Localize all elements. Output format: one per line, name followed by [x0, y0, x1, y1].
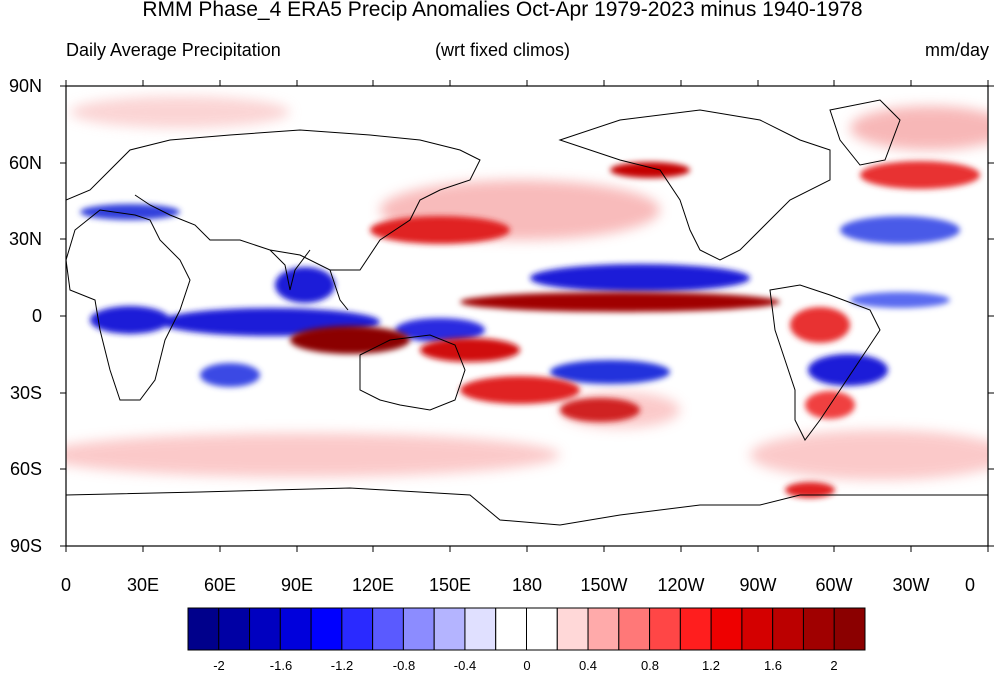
india-coast: [269, 249, 311, 291]
north-atlantic-red: [860, 161, 980, 189]
colorbar-swatch: [587, 607, 620, 651]
colorbar-swatch: [649, 607, 681, 651]
colorbar-swatch: [710, 607, 743, 651]
colorbar-label: 0: [523, 658, 531, 673]
colorbar-label: 2: [830, 658, 838, 673]
colorbar-swatch: [679, 607, 712, 651]
colorbar-swatch: [218, 607, 251, 651]
x-tick-label: 0: [60, 575, 71, 595]
colorbar-swatch: [433, 607, 466, 651]
maritime-continent-blue: [395, 318, 485, 342]
west-pacific-red: [420, 338, 520, 362]
colorbar-label: -2: [213, 658, 225, 673]
coastlines: [66, 99, 988, 526]
colorbar-swatch: [341, 607, 374, 651]
colorbar-swatch: [402, 607, 435, 651]
atlantic-blue-band: [840, 216, 960, 244]
left-label: Daily Average Precipitation: [66, 40, 281, 60]
arctic-pink-band-east: [850, 106, 988, 150]
south-indian-blue: [200, 363, 260, 387]
colorbar-label: 0.4: [578, 658, 598, 673]
east-pacific-blue-band: [530, 264, 750, 292]
north-atlantic-blue: [850, 292, 950, 308]
colorbar-swatch: [187, 607, 220, 651]
colorbar-swatch: [495, 607, 528, 651]
alaska-red: [610, 162, 690, 178]
colorbar-swatch: [249, 607, 281, 651]
colorbar-swatch: [618, 607, 651, 651]
y-tick-label: 90N: [8, 76, 42, 96]
colorbar-swatch: [772, 607, 804, 651]
bay-of-bengal-blue: [275, 267, 335, 303]
x-tick-label: 120W: [657, 575, 705, 595]
south-pacific-red: [460, 376, 580, 404]
center-label: (wrt fixed climos): [434, 40, 570, 60]
southeast-asia-coast: [329, 269, 349, 311]
africa-coast: [66, 209, 191, 401]
north-america-coast: [558, 109, 831, 261]
y-tick-label: 30N: [8, 229, 42, 249]
anomaly-field: [66, 86, 988, 546]
colorbar-swatch: [741, 607, 774, 651]
x-tick-label: 120E: [351, 575, 395, 595]
colorbar: [187, 607, 866, 651]
colorbar-label: -1.2: [330, 658, 354, 673]
drake-passage-red: [785, 482, 835, 498]
y-tick-label: 30S: [9, 383, 42, 403]
x-tick-label: 150W: [580, 575, 628, 595]
x-tick-label: 30E: [126, 575, 160, 595]
africa-blue: [90, 306, 170, 334]
x-tick-label: 90E: [280, 575, 314, 595]
colorbar-swatch: [310, 607, 343, 651]
europe-asia-coast: [66, 129, 481, 271]
central-pacific-red-band: [460, 292, 780, 312]
x-tick-label: 30W: [892, 575, 930, 595]
map-title: RMM Phase_4 ERA5 Precip Anomalies Oct-Ap…: [142, 0, 863, 21]
x-tick-label: 60E: [203, 575, 237, 595]
y-ticks: [60, 85, 994, 547]
colorbar-swatch: [833, 607, 866, 651]
colorbar-swatch: [802, 607, 835, 651]
colorbar-swatch: [464, 607, 497, 651]
arctic-pink-band: [70, 96, 290, 128]
amazon-red: [790, 307, 850, 343]
y-tick-label: 60S: [9, 459, 42, 479]
colorbar-label: 1.6: [763, 658, 783, 673]
indonesia-red-dark: [290, 326, 410, 354]
x-tick-label: 90W: [739, 575, 777, 595]
x-tick-label: 60W: [815, 575, 853, 595]
spcz-blue: [550, 360, 670, 384]
southeast-pacific-red: [560, 398, 640, 422]
antarctica-coast: [66, 487, 988, 526]
colorbar-label: -0.4: [453, 658, 477, 673]
colorbar-swatch: [372, 607, 404, 651]
southern-ocean-pink-band: [66, 433, 560, 477]
colorbar-swatch: [556, 607, 589, 651]
colorbar-label: 1.2: [701, 658, 721, 673]
south-america-coast: [769, 284, 881, 441]
x-tick-label: 0: [964, 575, 975, 595]
south-america-blue: [808, 354, 888, 386]
colorbar-swatch: [279, 607, 312, 651]
x-tick-label: 180: [511, 575, 543, 595]
colorbar-label: 0.8: [640, 658, 660, 673]
australia-coast: [359, 334, 466, 411]
colorbar-label: -1.6: [269, 658, 293, 673]
y-tick-label: 0: [31, 306, 42, 326]
x-tick-label: 150E: [428, 575, 472, 595]
y-tick-label: 90S: [9, 536, 42, 556]
southern-ocean-pink-band-east: [750, 430, 988, 480]
north-pacific-red: [370, 216, 510, 244]
colorbar-label: -0.8: [392, 658, 416, 673]
units-label: mm/day: [924, 40, 989, 60]
colorbar-swatch: [526, 607, 558, 651]
y-tick-label: 60N: [8, 153, 42, 173]
greenland-coast: [829, 99, 901, 166]
x-ticks: [65, 80, 989, 552]
